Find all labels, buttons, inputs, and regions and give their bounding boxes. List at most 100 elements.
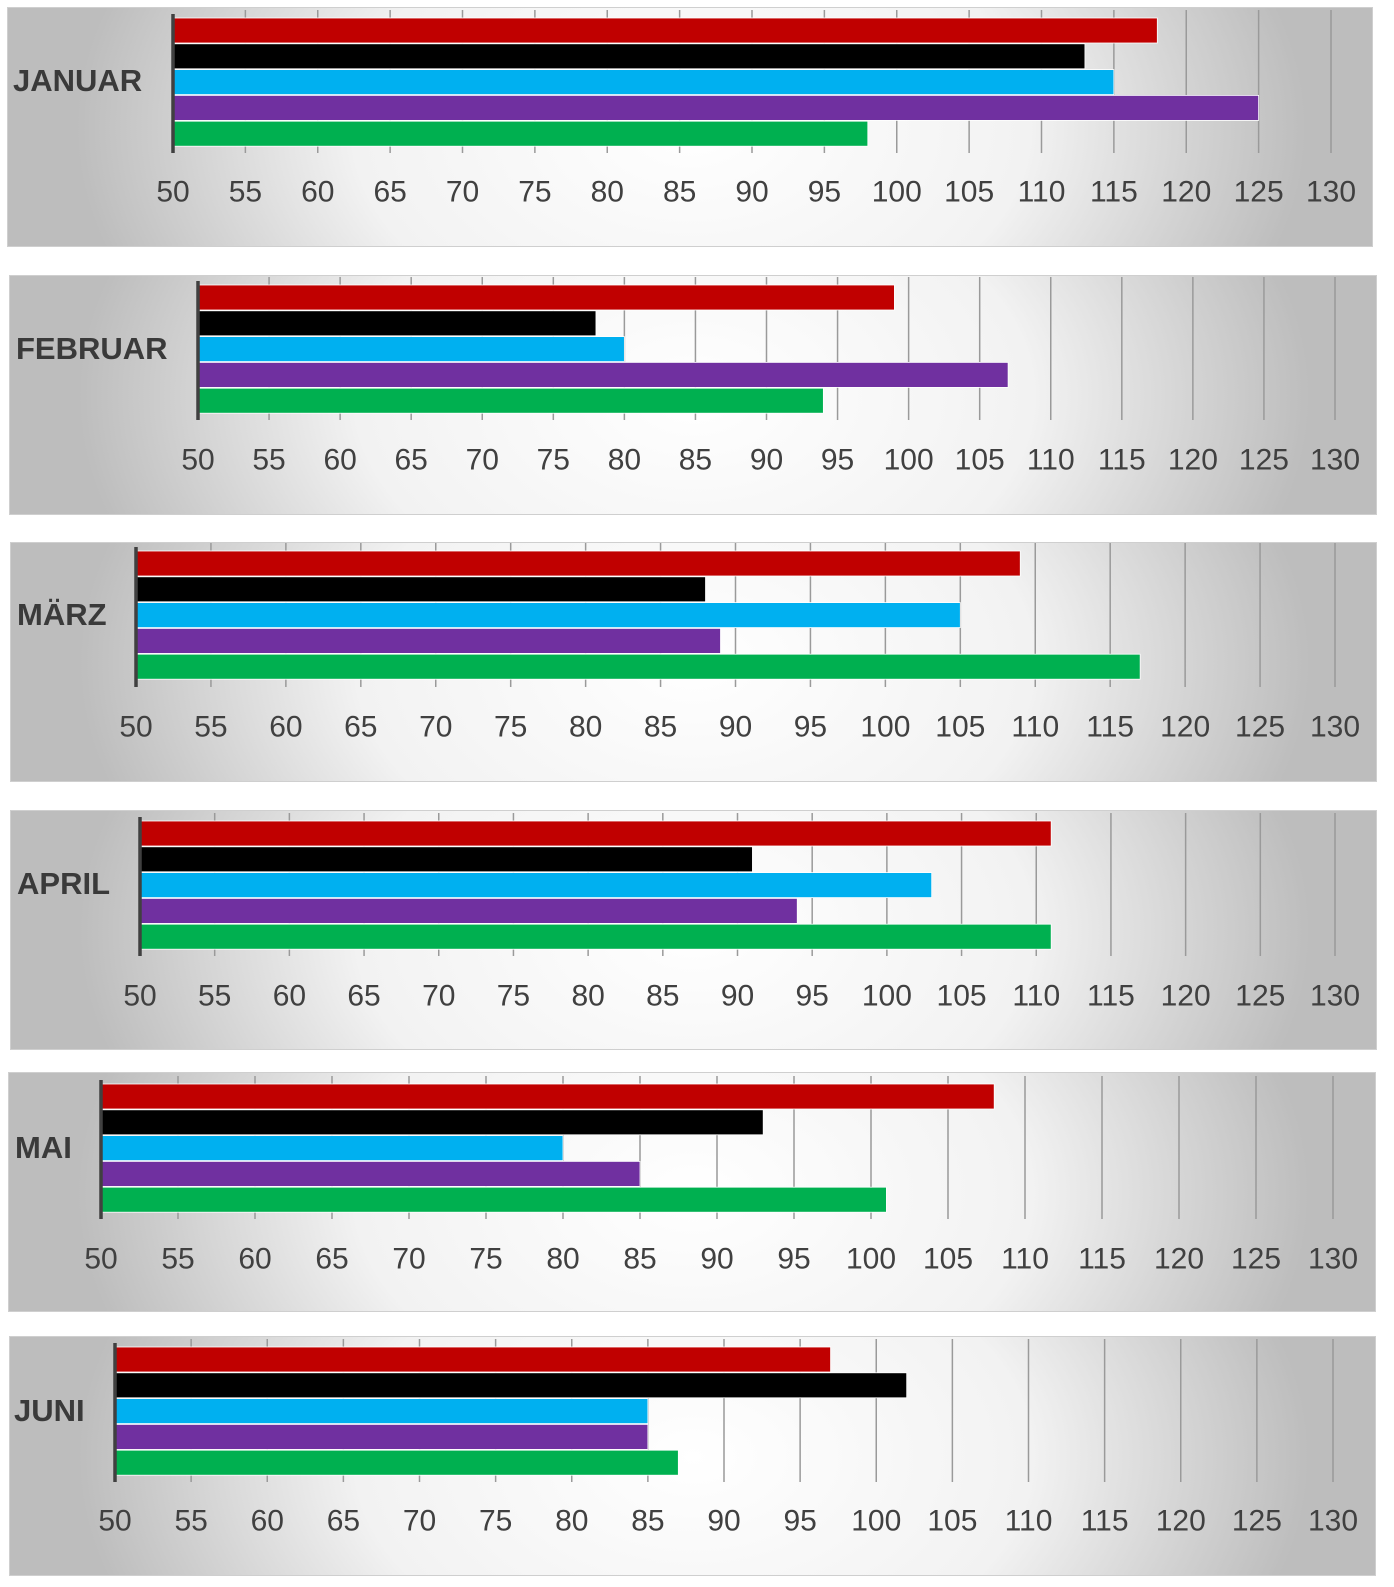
bar-chart-svg: 50 55 60 65 70 75 80 85 90 95 100 105 110 115 120 125 13… — [10, 276, 1376, 514]
x-tick-label: 75 — [494, 711, 527, 744]
bar-4 — [100, 1161, 641, 1187]
x-tick-label: 100 — [862, 980, 912, 1013]
x-tick-label: 115 — [1086, 711, 1134, 744]
x-tick-label: 130 — [1308, 1505, 1358, 1538]
bar-4 — [139, 898, 798, 924]
x-tick-label: 85 — [646, 980, 679, 1013]
x-tick-label: 75 — [518, 176, 551, 209]
x-tick-label: 100 — [851, 1505, 901, 1538]
x-tick-label: 75 — [497, 980, 530, 1013]
x-tick-label: 130 — [1310, 444, 1360, 477]
x-tick-label: 120 — [1156, 1505, 1206, 1538]
bar-1 — [197, 284, 895, 311]
x-tick-label: 70 — [422, 980, 455, 1013]
x-tick-label: 50 — [156, 176, 189, 209]
x-tick-label: 50 — [181, 444, 214, 477]
bar-3 — [114, 1398, 649, 1424]
bar-1 — [114, 1346, 831, 1373]
x-tick-label: 55 — [198, 980, 231, 1013]
x-tick-label: 100 — [884, 444, 934, 477]
bar-2 — [135, 576, 706, 603]
x-tick-label: 110 — [1001, 1243, 1049, 1276]
x-tick-label: 90 — [721, 980, 754, 1013]
bar-4 — [172, 95, 1260, 121]
x-tick-label: 70 — [466, 444, 499, 477]
x-tick-label: 55 — [161, 1243, 194, 1276]
x-tick-label: 80 — [571, 980, 604, 1013]
category-label: MÄRZ — [17, 597, 107, 632]
x-tick-label: 120 — [1160, 711, 1210, 744]
x-tick-label: 70 — [392, 1243, 425, 1276]
bar-5 — [114, 1449, 679, 1476]
x-tick-label: 60 — [238, 1243, 271, 1276]
x-tick-label: 120 — [1161, 176, 1211, 209]
x-tick-label: 85 — [631, 1505, 664, 1538]
x-tick-label: 65 — [327, 1505, 360, 1538]
category-label: APRIL — [17, 866, 110, 901]
x-tick-label: 90 — [707, 1505, 740, 1538]
x-tick-label: 95 — [796, 980, 829, 1013]
bar-chart-svg: 50 55 60 65 70 75 80 85 90 95 100 105 110 115 120 125 13… — [8, 8, 1372, 246]
x-tick-label: 115 — [1090, 176, 1138, 209]
chart-panel-april: 50 55 60 65 70 75 80 85 90 95 100 105 110 115 120 125 13… — [10, 810, 1377, 1050]
x-tick-label: 115 — [1078, 1243, 1126, 1276]
x-tick-label: 60 — [323, 444, 356, 477]
x-tick-label: 125 — [1234, 176, 1284, 209]
bar-chart-svg: 50 55 60 65 70 75 80 85 90 95 100 105 110 115 120 125 13… — [9, 1073, 1375, 1311]
x-tick-label: 65 — [395, 444, 428, 477]
x-tick-label: 80 — [569, 711, 602, 744]
x-tick-label: 95 — [777, 1243, 810, 1276]
x-tick-label: 110 — [1027, 444, 1075, 477]
x-tick-label: 115 — [1098, 444, 1146, 477]
bar-3 — [172, 69, 1115, 95]
bar-3 — [100, 1135, 564, 1161]
x-tick-label: 110 — [1012, 980, 1060, 1013]
bar-1 — [135, 550, 1021, 577]
x-tick-label: 65 — [373, 176, 406, 209]
bar-5 — [172, 120, 869, 147]
bar-1 — [172, 17, 1158, 44]
x-tick-label: 60 — [269, 711, 302, 744]
chart-panel-mai: 50 55 60 65 70 75 80 85 90 95 100 105 110 115 120 125 13… — [8, 1072, 1376, 1312]
bar-3 — [197, 336, 625, 362]
x-tick-label: 50 — [84, 1243, 117, 1276]
x-tick-label: 65 — [315, 1243, 348, 1276]
x-tick-label: 120 — [1168, 444, 1218, 477]
bar-chart-svg: 50 55 60 65 70 75 80 85 90 95 100 105 110 115 120 125 13… — [10, 1337, 1375, 1575]
x-tick-label: 105 — [923, 1243, 973, 1276]
x-tick-label: 60 — [251, 1505, 284, 1538]
bar-1 — [100, 1083, 995, 1110]
x-tick-label: 95 — [821, 444, 854, 477]
x-tick-label: 85 — [623, 1243, 656, 1276]
bar-2 — [197, 310, 597, 337]
x-tick-label: 90 — [719, 711, 752, 744]
x-tick-label: 110 — [1011, 711, 1059, 744]
x-tick-label: 65 — [347, 980, 380, 1013]
x-tick-label: 125 — [1235, 711, 1285, 744]
x-tick-label: 105 — [955, 444, 1005, 477]
x-tick-label: 100 — [846, 1243, 896, 1276]
x-tick-label: 125 — [1239, 444, 1289, 477]
x-tick-label: 110 — [1005, 1505, 1053, 1538]
bar-2 — [172, 43, 1086, 70]
bar-chart-svg: 50 55 60 65 70 75 80 85 90 95 100 105 110 115 120 125 13… — [11, 543, 1376, 781]
x-tick-label: 120 — [1154, 1243, 1204, 1276]
x-tick-label: 95 — [783, 1505, 816, 1538]
x-tick-label: 100 — [872, 176, 922, 209]
chart-panel-januar: 50 55 60 65 70 75 80 85 90 95 100 105 110 115 120 125 13… — [7, 7, 1373, 247]
bar-5 — [135, 653, 1141, 680]
bar-4 — [114, 1424, 649, 1450]
x-tick-label: 90 — [750, 444, 783, 477]
x-tick-label: 130 — [1310, 711, 1360, 744]
x-tick-label: 50 — [123, 980, 156, 1013]
x-tick-label: 85 — [663, 176, 696, 209]
bar-2 — [139, 846, 753, 873]
x-tick-label: 80 — [591, 176, 624, 209]
x-tick-label: 105 — [944, 176, 994, 209]
x-tick-label: 75 — [479, 1505, 512, 1538]
x-tick-label: 55 — [229, 176, 262, 209]
category-label: JUNI — [14, 1393, 85, 1428]
x-tick-label: 90 — [700, 1243, 733, 1276]
x-tick-label: 105 — [927, 1505, 977, 1538]
bar-2 — [100, 1109, 764, 1136]
